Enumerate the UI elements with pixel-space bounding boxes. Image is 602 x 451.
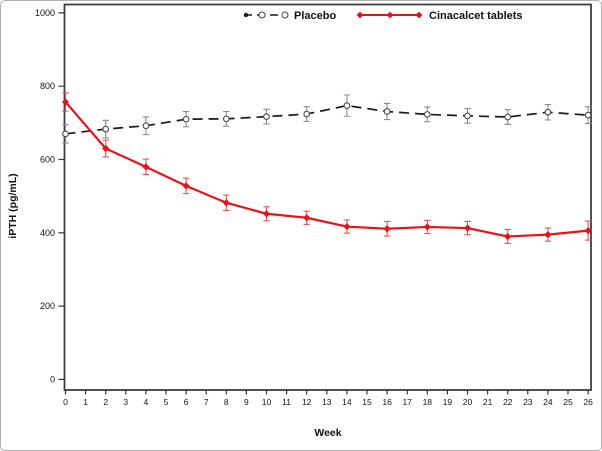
open-circle-marker bbox=[263, 113, 270, 120]
x-tick-label: 18 bbox=[423, 397, 433, 407]
open-circle-marker bbox=[303, 110, 311, 118]
legend-diamond-marker bbox=[415, 11, 423, 19]
series-line bbox=[64, 101, 589, 238]
x-tick-label: 11 bbox=[282, 397, 291, 407]
plot-frame bbox=[63, 3, 592, 391]
legend-samples bbox=[243, 11, 423, 19]
x-axis-label: Week bbox=[314, 427, 341, 439]
diamond-marker bbox=[222, 199, 230, 207]
open-circle-marker bbox=[584, 111, 592, 119]
open-circle-marker bbox=[182, 115, 190, 123]
y-tick-label: 800 bbox=[40, 81, 55, 91]
diamond-marker bbox=[463, 224, 472, 232]
x-tick-label: 2 bbox=[103, 397, 108, 407]
y-tick-label: 200 bbox=[40, 301, 55, 311]
y-tick-label: 400 bbox=[40, 228, 55, 238]
x-tick-label: 13 bbox=[322, 397, 332, 407]
legend-placebo-dot bbox=[243, 12, 249, 18]
x-tick-label: 17 bbox=[402, 397, 412, 407]
open-circle-marker bbox=[383, 108, 391, 115]
legend-open-circle-marker bbox=[281, 11, 289, 19]
x-tick-label: 19 bbox=[443, 397, 453, 407]
x-tick-label: 3 bbox=[123, 397, 128, 407]
x-tick-label: 1 bbox=[83, 397, 88, 407]
y-tick-label: 1000 bbox=[35, 8, 55, 18]
legend-placebo-label: Placebo bbox=[294, 10, 336, 22]
series-line bbox=[65, 104, 589, 135]
legend: Placebo Cinacalcet tablets bbox=[243, 10, 523, 22]
x-tick-label: 16 bbox=[382, 397, 392, 407]
open-circle-marker bbox=[62, 130, 69, 138]
x-tick-label: 15 bbox=[362, 397, 372, 407]
diamond-marker bbox=[383, 225, 391, 233]
x-tick-label: 8 bbox=[224, 397, 229, 407]
diamond-marker bbox=[343, 222, 351, 231]
x-tick-label: 20 bbox=[463, 397, 473, 407]
open-circle-marker bbox=[504, 113, 512, 121]
legend-cinacalcet-label: Cinacalcet tablets bbox=[429, 10, 523, 22]
open-circle-marker bbox=[544, 108, 552, 116]
x-tick-label: 21 bbox=[483, 397, 493, 407]
series-placebo bbox=[62, 94, 592, 144]
y-axis-label: iPTH (pg/mL) bbox=[7, 173, 19, 238]
open-circle-marker bbox=[142, 122, 150, 130]
x-tick-label: 23 bbox=[523, 397, 533, 407]
diamond-marker bbox=[544, 231, 552, 239]
y-tick-label: 600 bbox=[40, 155, 55, 165]
diamond-marker bbox=[182, 182, 190, 190]
open-circle-marker bbox=[343, 102, 351, 109]
x-tick-label: 7 bbox=[204, 397, 209, 407]
diamond-marker bbox=[142, 163, 150, 171]
open-circle-marker bbox=[423, 111, 431, 118]
x-tick-label: 6 bbox=[184, 397, 189, 407]
x-tick-label: 9 bbox=[244, 397, 249, 407]
x-tick-label: 22 bbox=[503, 397, 513, 407]
x-tick-label: 12 bbox=[302, 397, 312, 407]
diamond-marker bbox=[262, 210, 271, 218]
x-tick-label: 4 bbox=[144, 397, 149, 407]
legend-diamond-marker bbox=[386, 11, 394, 19]
x-tick-label: 0 bbox=[63, 397, 68, 407]
diamond-marker bbox=[504, 232, 512, 241]
diamond-marker bbox=[584, 227, 592, 235]
legend-diamond-marker bbox=[356, 11, 364, 19]
legend-open-circle-marker bbox=[258, 11, 266, 19]
x-tick-label: 5 bbox=[164, 397, 169, 407]
diamond-marker bbox=[102, 144, 110, 153]
x-tick-label: 26 bbox=[583, 397, 593, 407]
diamond-marker bbox=[423, 223, 431, 231]
diamond-marker bbox=[303, 214, 311, 222]
open-circle-marker bbox=[464, 112, 471, 120]
y-tick-label: 0 bbox=[50, 374, 55, 384]
series-layer bbox=[61, 92, 592, 244]
open-circle-marker bbox=[102, 125, 110, 133]
x-tick-label: 10 bbox=[262, 397, 272, 407]
diamond-marker bbox=[61, 98, 70, 106]
x-tick-label: 24 bbox=[543, 397, 553, 407]
open-circle-marker bbox=[222, 115, 230, 123]
series-cinacalcet-tablets bbox=[61, 92, 592, 244]
x-tick-label: 14 bbox=[342, 397, 352, 407]
x-tick-label: 25 bbox=[563, 397, 573, 407]
